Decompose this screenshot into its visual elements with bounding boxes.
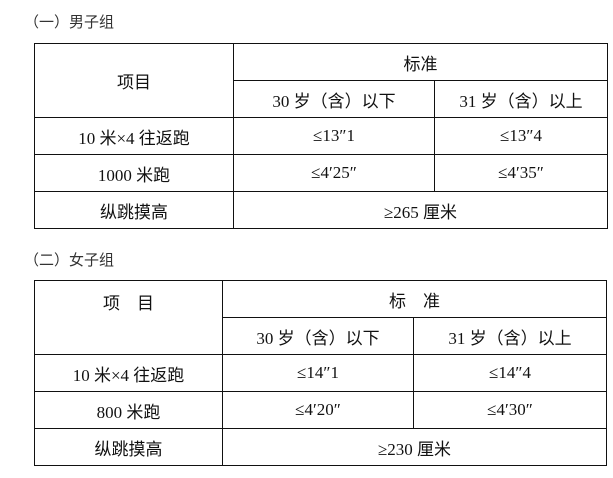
table-row: 10 米×4 往返跑 ≤13″1 ≤13″4	[34, 117, 608, 155]
cell-value: ≥230 厘米	[222, 428, 607, 466]
header-age-over-31: 31 岁（含）以上	[413, 317, 607, 355]
header-age-over-31: 31 岁（含）以上	[434, 80, 608, 118]
header-age-under-30: 30 岁（含）以下	[222, 317, 414, 355]
cell-value: ≤13″4	[434, 117, 608, 155]
table-row: 纵跳摸高 ≥265 厘米	[34, 191, 608, 229]
cell-value: ≤4′30″	[413, 391, 607, 429]
header-item: 项目	[34, 43, 234, 118]
section-title-female: （二）女子组	[24, 251, 115, 269]
male-standards-table: 项目 标准 30 岁（含）以下 31 岁（含）以上 10 米×4 往返跑 ≤13″…	[34, 43, 608, 229]
table-row: 纵跳摸高 ≥230 厘米	[34, 428, 607, 466]
section-title-male: （一）男子组	[24, 13, 115, 31]
cell-item: 10 米×4 往返跑	[34, 117, 234, 155]
table-row: 800 米跑 ≤4′20″ ≤4′30″	[34, 391, 607, 429]
cell-item: 10 米×4 往返跑	[34, 354, 223, 392]
female-standards-table: 项 目 标 准 30 岁（含）以下 31 岁（含）以上 10 米×4 往返跑 ≤1…	[34, 280, 607, 466]
cell-item: 纵跳摸高	[34, 428, 223, 466]
cell-value: ≤4′20″	[222, 391, 414, 429]
cell-item: 1000 米跑	[34, 154, 234, 192]
cell-value: ≥265 厘米	[233, 191, 608, 229]
header-standard: 标 准	[222, 280, 607, 318]
header-age-under-30: 30 岁（含）以下	[233, 80, 435, 118]
header-item: 项 目	[34, 280, 223, 355]
header-standard: 标准	[233, 43, 608, 81]
cell-value: ≤14″1	[222, 354, 414, 392]
cell-value: ≤4′25″	[233, 154, 435, 192]
table-row: 1000 米跑 ≤4′25″ ≤4′35″	[34, 154, 608, 192]
cell-value: ≤4′35″	[434, 154, 608, 192]
cell-value: ≤13″1	[233, 117, 435, 155]
cell-item: 纵跳摸高	[34, 191, 234, 229]
cell-value: ≤14″4	[413, 354, 607, 392]
table-row: 10 米×4 往返跑 ≤14″1 ≤14″4	[34, 354, 607, 392]
cell-item: 800 米跑	[34, 391, 223, 429]
